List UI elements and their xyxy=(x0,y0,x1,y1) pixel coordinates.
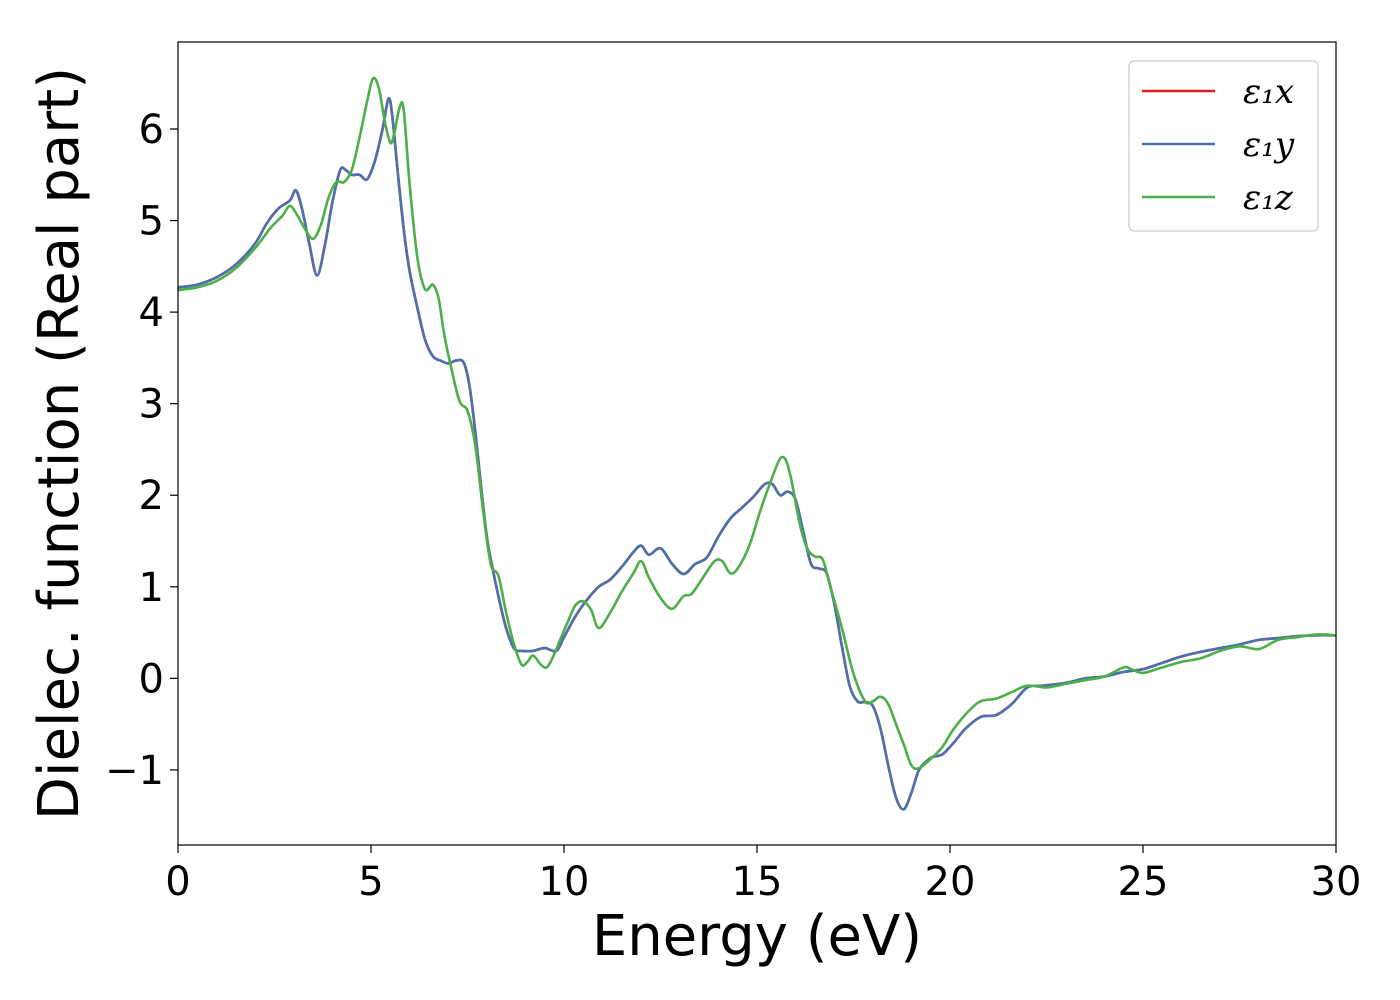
x-axis-title: Energy (eV) xyxy=(592,904,922,969)
y-tick-label: 3 xyxy=(139,382,164,428)
y-axis: −1 0 1 2 3 4 5 6 xyxy=(105,107,178,794)
y-tick-label: 5 xyxy=(139,199,164,245)
legend-label: ε₁z xyxy=(1243,178,1294,218)
y-tick-label: −1 xyxy=(105,748,164,794)
x-tick-label: 10 xyxy=(539,859,590,905)
series-line-3 xyxy=(178,76,1336,771)
x-axis: 0 5 10 15 20 25 30 xyxy=(165,845,1361,905)
y-tick-label: 1 xyxy=(139,565,164,611)
y-tick-label: 0 xyxy=(139,656,164,702)
legend-label: ε₁y xyxy=(1243,125,1295,165)
legend: ε₁x ε₁y ε₁z xyxy=(1128,60,1319,232)
series-layer xyxy=(178,76,1336,811)
x-tick-label: 30 xyxy=(1311,859,1362,905)
legend-label: ε₁x xyxy=(1243,72,1294,112)
x-tick-label: 15 xyxy=(732,859,783,905)
x-tick-label: 20 xyxy=(925,859,976,905)
legend-box xyxy=(1128,60,1319,232)
y-axis-title: Dielec. function (Real part) xyxy=(27,67,92,820)
x-tick-label: 25 xyxy=(1118,859,1169,905)
x-tick-label: 0 xyxy=(165,859,190,905)
y-tick-label: 4 xyxy=(139,290,164,336)
x-tick-label: 5 xyxy=(358,859,383,905)
series-line-2 xyxy=(178,97,1336,811)
y-tick-label: 2 xyxy=(139,473,164,519)
y-tick-label: 6 xyxy=(139,107,164,153)
